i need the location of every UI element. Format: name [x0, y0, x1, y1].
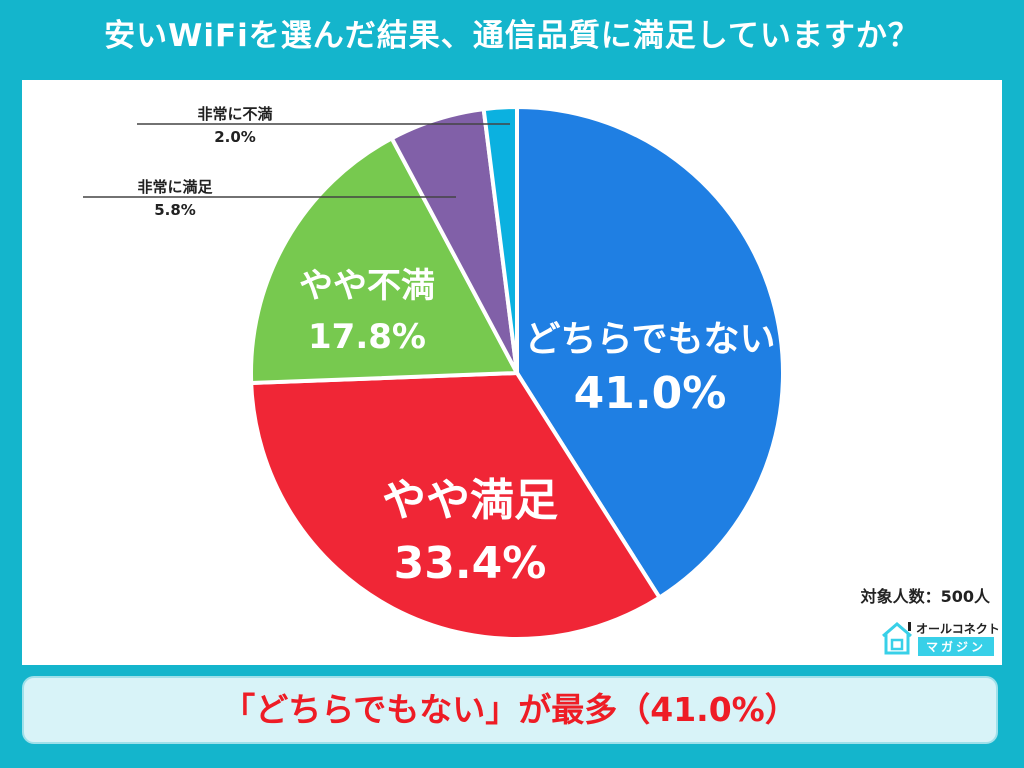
slice-name: やや満足 [382, 475, 558, 526]
brand-logo: オールコネクト マガジン [880, 620, 1000, 656]
pie-slice-1 [249, 370, 663, 641]
pie-slice-4 [481, 104, 519, 374]
slice-label-neutral: どちらでもない 41.0% [515, 310, 785, 419]
pie-slice-2 [249, 135, 521, 386]
sample-size-note: 対象人数：500人 [860, 587, 990, 606]
slice-label-very-dissatisfied: 非常に不満 2.0% [180, 103, 290, 146]
slice-name: 非常に満足 [137, 178, 213, 196]
conclusion-banner: 「どちらでもない」が最多（41.0%） [22, 676, 998, 744]
chart-title: 安いWiFiを選んだ結果、通信品質に満足していますか？ [104, 18, 920, 54]
logo-text-top: オールコネクト [916, 622, 1000, 636]
slice-name: 非常に不満 [197, 105, 273, 123]
slice-value: 33.4% [393, 538, 547, 589]
slice-label-somewhat-satisfied: やや満足 33.4% [340, 464, 600, 589]
logo-text-bottom: マガジン [918, 637, 995, 656]
slice-value: 5.8% [154, 201, 196, 219]
slice-value: 17.8% [308, 317, 426, 357]
slice-label-very-satisfied: 非常に満足 5.8% [120, 176, 230, 219]
slice-name: どちらでもない [524, 319, 776, 360]
slice-value: 2.0% [214, 128, 256, 146]
slice-value: 41.0% [573, 368, 727, 419]
slice-name: やや不満 [299, 266, 435, 306]
house-icon [882, 622, 912, 655]
slice-label-somewhat-dissatisfied: やや不満 17.8% [272, 258, 462, 357]
